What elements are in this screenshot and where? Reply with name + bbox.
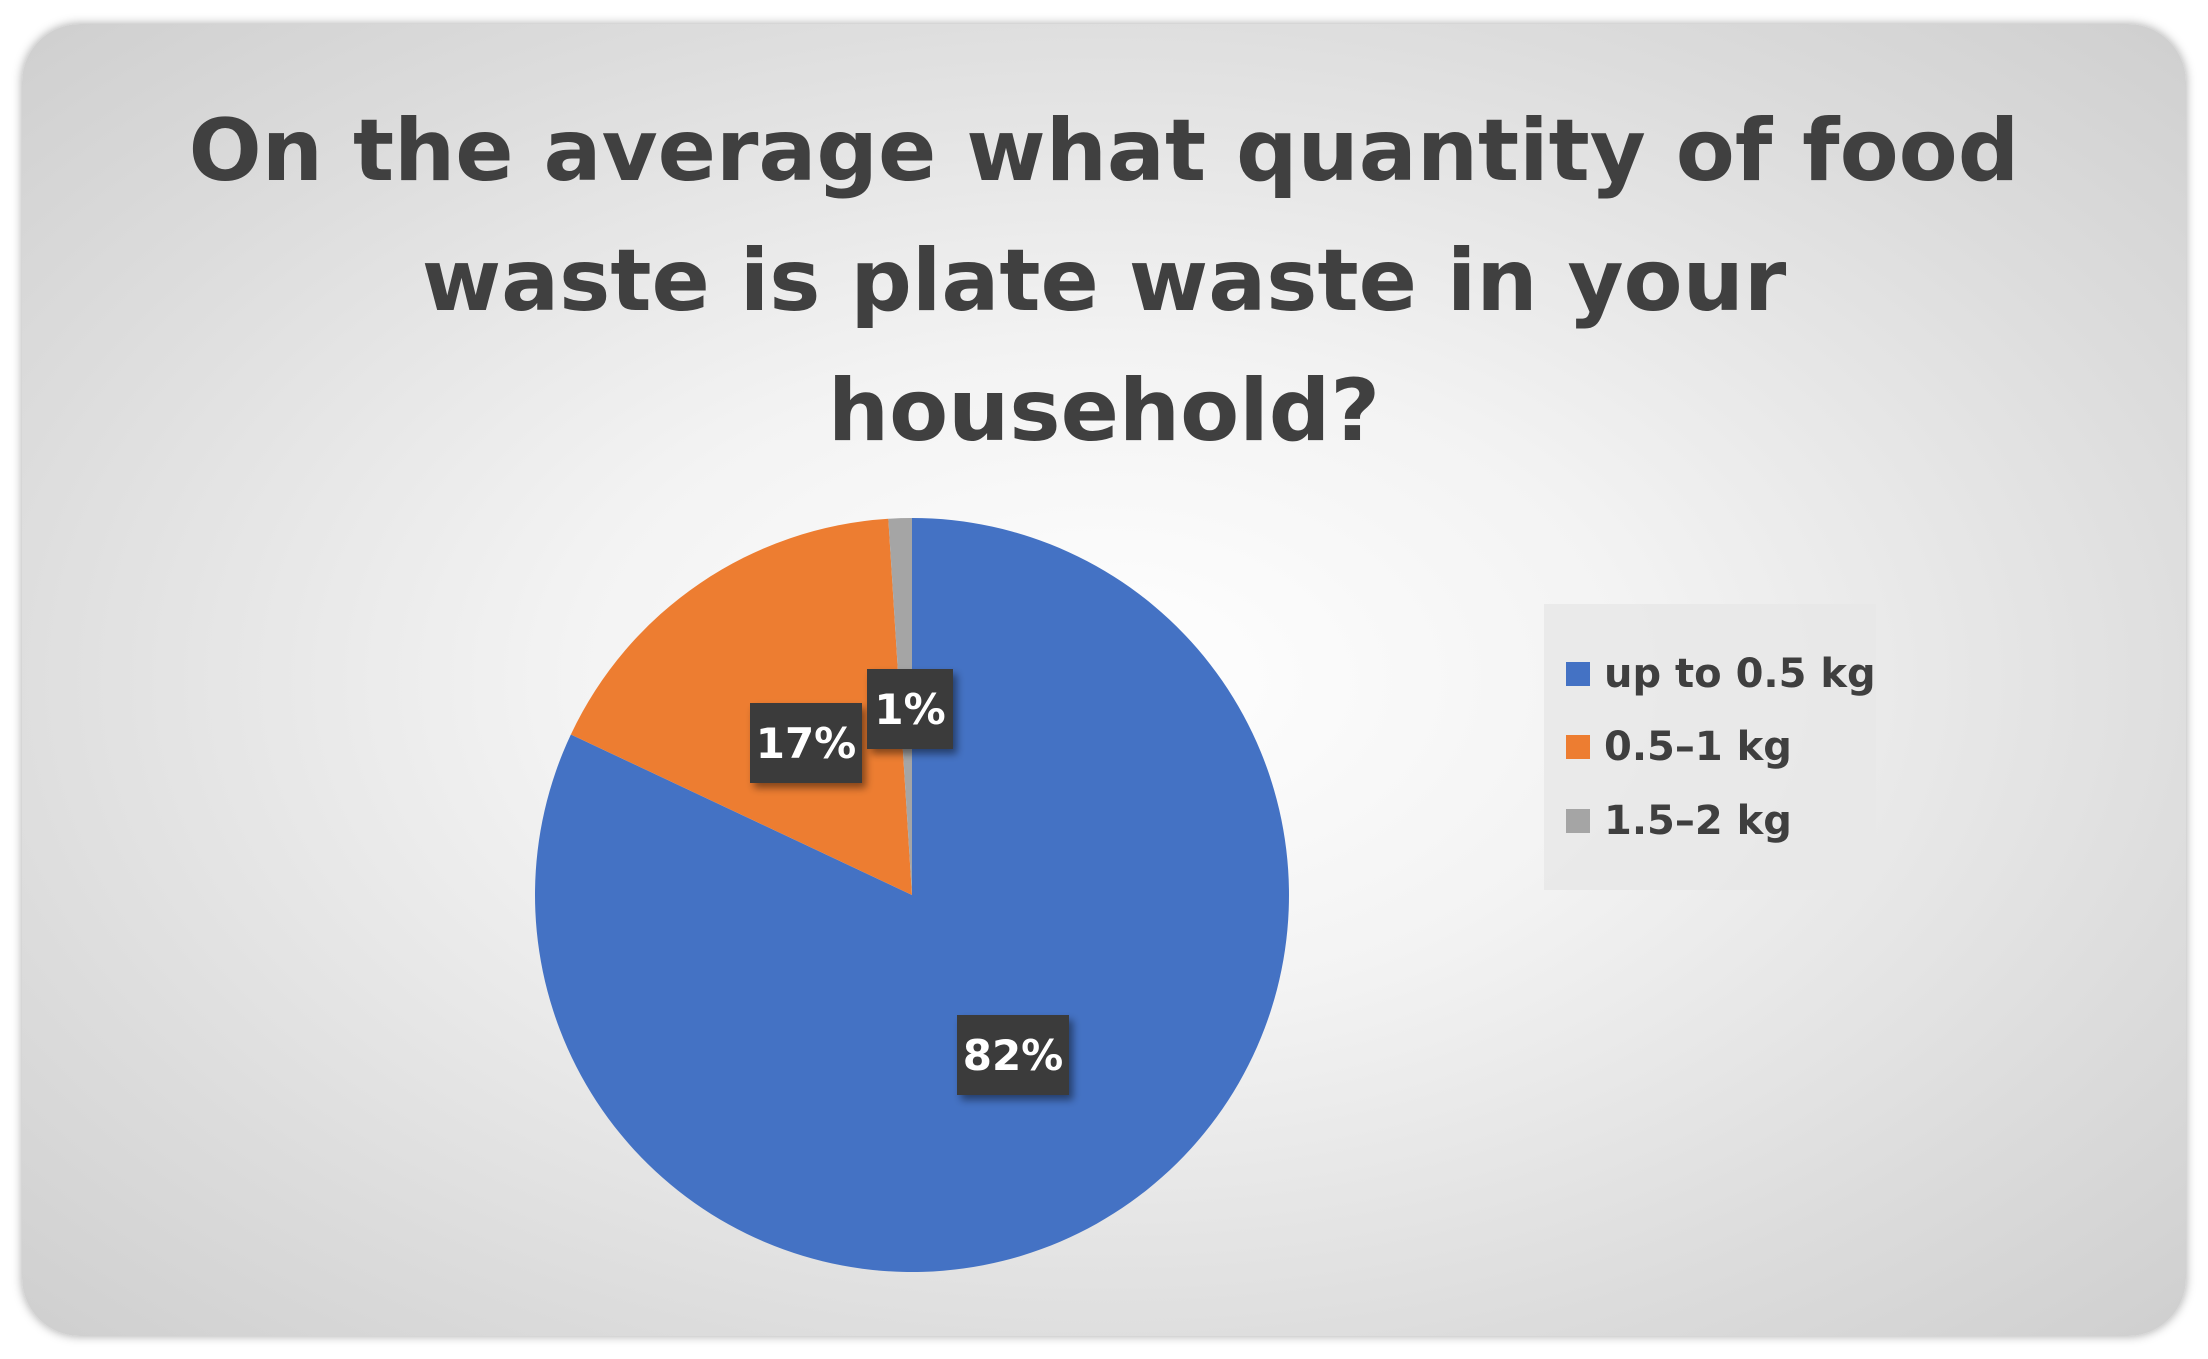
pie-slice-1 bbox=[570, 518, 912, 895]
legend-label-2: 1.5–2 kg bbox=[1604, 798, 1792, 844]
data-label-text-2: 1% bbox=[874, 685, 945, 734]
legend-swatch-1 bbox=[1566, 735, 1590, 759]
data-label-text-0: 82% bbox=[963, 1031, 1064, 1080]
data-label-box-0 bbox=[957, 1015, 1069, 1095]
data-label-text-1: 17% bbox=[756, 719, 857, 768]
legend-label-1: 0.5–1 kg bbox=[1604, 724, 1792, 770]
chart-title-line-2: waste is plate waste in your bbox=[421, 231, 1787, 331]
pie-chart: 82% 17% 1% bbox=[535, 518, 1289, 1272]
data-label-box-2 bbox=[867, 669, 953, 749]
legend-item-0-5-1-kg: 0.5–1 kg bbox=[1566, 717, 1792, 777]
legend-label-0: up to 0.5 kg bbox=[1604, 651, 1876, 697]
chart-card: On the average what quantity of food was… bbox=[22, 24, 2186, 1336]
data-label-0: 82% bbox=[957, 1015, 1069, 1095]
data-label-1: 17% bbox=[750, 703, 862, 783]
chart-title-line-1: On the average what quantity of food bbox=[188, 101, 2020, 201]
data-label-box-1 bbox=[750, 703, 862, 783]
data-label-2: 1% bbox=[867, 669, 953, 749]
chart-title: On the average what quantity of food was… bbox=[22, 86, 2186, 476]
legend-item-up-to-0-5-kg: up to 0.5 kg bbox=[1566, 644, 1876, 704]
chart-legend: up to 0.5 kg 0.5–1 kg 1.5–2 kg bbox=[1544, 604, 1876, 890]
chart-title-line-3: household? bbox=[827, 361, 1381, 461]
legend-swatch-0 bbox=[1566, 662, 1590, 686]
legend-item-1-5-2-kg: 1.5–2 kg bbox=[1566, 791, 1792, 851]
legend-swatch-2 bbox=[1566, 809, 1590, 833]
